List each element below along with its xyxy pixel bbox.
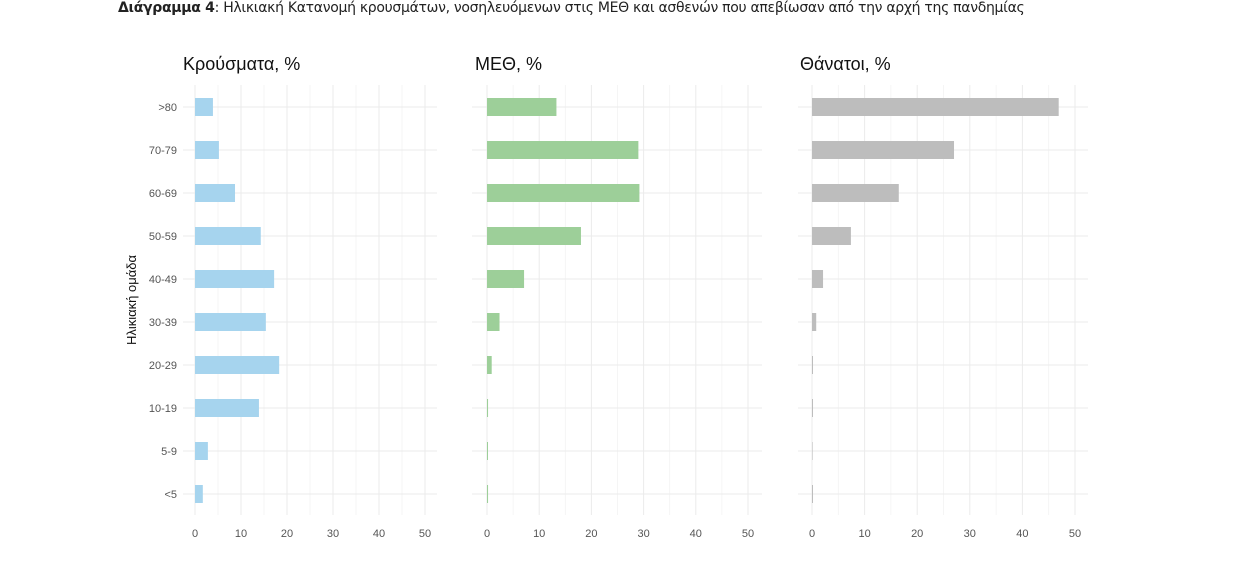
bar-1-8 [487,442,488,460]
y-tick-label: <5 [164,489,177,501]
bar-1-9 [487,485,489,503]
y-tick-label: 5-9 [161,446,177,458]
panel-title: Κρούσματα, % [183,54,300,74]
y-tick-label: 40-49 [149,274,177,286]
bar-1-5 [487,313,500,331]
bar-1-7 [487,399,489,417]
x-tick-label: 20 [281,528,293,540]
bar-1-4 [487,270,525,288]
y-tick-label: 70-79 [149,145,177,157]
x-tick-label: 10 [235,528,247,540]
panel-title: ΜΕΘ, % [475,54,542,74]
x-tick-label: 10 [533,528,545,540]
bar-0-1 [195,141,219,159]
y-tick-label: 60-69 [149,188,177,200]
y-tick-label: 50-59 [149,231,177,243]
bar-1-3 [487,227,581,245]
bar-0-9 [195,485,203,503]
x-tick-label: 40 [690,528,702,540]
bar-1-6 [487,356,492,374]
x-tick-label: 50 [1069,528,1081,540]
figure-caption: Διάγραμμα 4: Ηλικιακή Κατανομή κρουσμάτω… [118,0,1025,16]
bar-1-0 [487,98,557,116]
x-tick-label: 20 [585,528,597,540]
y-tick-label: 30-39 [149,317,177,329]
x-tick-label: 50 [419,528,431,540]
x-tick-label: 50 [742,528,754,540]
x-tick-label: 30 [327,528,339,540]
y-axis-label: Ηλικιακή ομάδα [124,255,139,345]
bar-2-0 [812,98,1059,116]
x-tick-label: 0 [192,528,198,540]
caption-text: : Ηλικιακή Κατανομή κρουσμάτων, νοσηλευό… [214,0,1025,16]
x-tick-label: 30 [637,528,649,540]
bar-0-4 [195,270,275,288]
y-tick-label: 20-29 [149,360,177,372]
bar-0-2 [195,184,236,202]
y-tick-label: >80 [158,102,177,114]
bar-2-2 [812,184,899,202]
bar-2-6 [812,356,813,374]
bar-2-5 [812,313,817,331]
bar-2-1 [812,141,955,159]
bar-2-3 [812,227,851,245]
x-tick-label: 10 [858,528,870,540]
bar-0-0 [195,98,213,116]
panel-title: Θάνατοι, % [800,54,891,74]
bar-1-1 [487,141,639,159]
bar-2-8 [812,442,813,460]
x-tick-label: 0 [484,528,490,540]
x-tick-label: 0 [809,528,815,540]
bar-0-8 [195,442,208,460]
bar-0-6 [195,356,280,374]
x-tick-label: 40 [373,528,385,540]
x-tick-label: 20 [911,528,923,540]
caption-label: Διάγραμμα 4 [118,0,215,16]
bar-2-9 [812,485,813,503]
bar-2-4 [812,270,824,288]
x-tick-label: 30 [964,528,976,540]
bar-2-7 [812,399,813,417]
bar-1-2 [487,184,640,202]
y-tick-label: 10-19 [149,403,177,415]
bar-0-5 [195,313,266,331]
bar-0-7 [195,399,259,417]
x-tick-label: 40 [1016,528,1028,540]
bar-0-3 [195,227,261,245]
